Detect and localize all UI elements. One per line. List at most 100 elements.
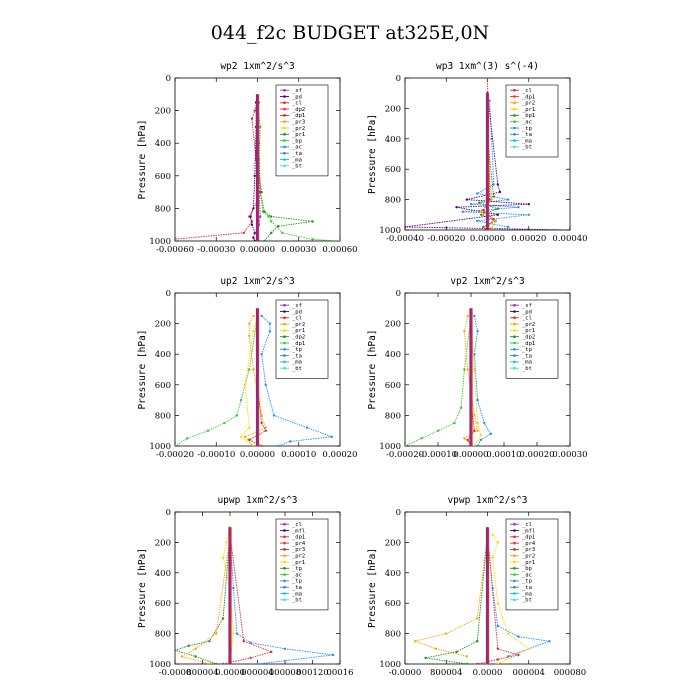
series-point xyxy=(263,210,266,213)
series-point xyxy=(180,655,184,658)
x-tick-label: 0.00040 xyxy=(552,234,587,244)
y-tick-label: 1000 xyxy=(379,442,401,452)
series-point xyxy=(264,429,267,432)
series-point xyxy=(256,662,259,664)
legend-entry: _bp xyxy=(292,138,302,144)
y-tick-label: 400 xyxy=(155,350,171,360)
legend-marker xyxy=(513,598,516,602)
series-point xyxy=(242,231,245,235)
legend-marker xyxy=(283,348,286,351)
legend: _cl_mfl_dp1_pr4_pr3_pr2_pr1_bp_ac_tp_ta_… xyxy=(505,518,559,611)
series-point xyxy=(194,647,197,650)
legend-marker xyxy=(283,341,286,345)
series-point xyxy=(496,662,500,664)
panel-6: vpwp 1xm^2/s^3 Pressure [hPa] 0 200 400 600 80… xyxy=(367,495,586,678)
panel-5: upwp 1xm^2/s^3 Pressure [hPa] 0 200 400 600 80… xyxy=(137,495,354,678)
legend-entry: _sf xyxy=(522,303,532,309)
series-point xyxy=(249,656,252,660)
legend-marker xyxy=(513,535,516,539)
series-point xyxy=(405,444,407,446)
series-point xyxy=(260,314,263,318)
legend-entry: _ma xyxy=(522,360,532,366)
series-point xyxy=(480,213,483,216)
y-tick-label: 800 xyxy=(155,411,171,421)
legend-entry: _pr2 xyxy=(292,126,305,132)
series-point xyxy=(215,632,218,635)
series-point xyxy=(223,421,226,425)
legend-marker xyxy=(513,354,516,357)
series-point xyxy=(414,640,417,643)
legend-entry: _bt xyxy=(522,145,532,151)
panel-title: up2 1xm^2/s^3 xyxy=(220,276,294,287)
legend-marker xyxy=(513,529,516,532)
y-tick-label: 800 xyxy=(385,630,401,640)
series-point xyxy=(186,437,189,440)
series-point xyxy=(482,225,485,229)
legend-entry: _pd xyxy=(292,309,302,315)
series-point xyxy=(476,398,479,402)
x-tick-label: 000004 xyxy=(513,668,545,678)
series-point xyxy=(248,334,251,338)
legend-entry: _dp1 xyxy=(292,535,305,541)
series-point xyxy=(473,414,476,417)
x-tick-label: 00016 xyxy=(326,668,353,678)
series-point xyxy=(491,556,494,559)
series-point xyxy=(221,556,225,559)
x-tick-label: -0.00040 xyxy=(386,234,424,244)
legend-entry: _dp2 xyxy=(292,107,305,113)
y-tick-label: 0 xyxy=(396,74,401,84)
x-tick-label: 000080 xyxy=(554,668,586,678)
y-axis-label: Pressure [hPa] xyxy=(367,329,378,409)
legend-entry: _pr3 xyxy=(292,547,305,553)
legend-entry: _bt xyxy=(522,366,532,372)
legend-marker xyxy=(283,303,286,307)
x-tick-label: 0.00000 xyxy=(470,234,505,244)
series-point xyxy=(494,219,497,223)
legend-marker xyxy=(283,592,286,595)
series-point xyxy=(517,635,520,638)
series-point xyxy=(455,650,458,654)
series-point xyxy=(331,653,335,657)
series-point xyxy=(260,353,263,356)
legend-marker xyxy=(283,585,286,589)
series-point xyxy=(289,440,292,443)
x-tick-label: 0.00020 xyxy=(511,234,546,244)
panel-1: wp2 1xm^2/s^3 Pressure [hPa] 0 200 400 600 800… xyxy=(137,61,358,255)
series-point xyxy=(527,647,530,650)
series-point xyxy=(496,647,500,650)
series-group xyxy=(405,78,570,230)
series-point xyxy=(465,198,469,201)
series-point xyxy=(268,330,272,333)
y-tick-label: 600 xyxy=(155,381,171,391)
series-point xyxy=(465,655,469,658)
series-point xyxy=(330,435,333,439)
series-point xyxy=(486,78,489,80)
series-point xyxy=(492,195,495,198)
series-point xyxy=(263,239,266,241)
legend-marker xyxy=(513,329,516,332)
series-point xyxy=(466,314,469,318)
series-point xyxy=(175,239,177,241)
legend-marker xyxy=(513,592,516,595)
legend-marker xyxy=(283,335,286,339)
panel-2: wp3 1xm^(3) s^(-4) Pressure [hPa] 0 200 400 6… xyxy=(367,61,588,244)
series-point xyxy=(475,192,479,195)
series-point xyxy=(506,198,510,201)
series-point xyxy=(453,421,456,425)
legend-entry: _ma xyxy=(522,591,532,597)
series-point xyxy=(276,225,280,228)
x-tick-label: 000004 xyxy=(241,668,273,678)
legend-entry: _tp xyxy=(522,126,532,132)
series-line xyxy=(473,315,492,446)
legend-entry: _dp1 xyxy=(522,535,535,541)
series-point xyxy=(490,198,493,201)
figure-title: 044_f2c BUDGET at325E,0N xyxy=(210,22,490,44)
panel-4: vp2 1xm^2/s^3 Pressure [hPa] 0 200 400 600 800… xyxy=(367,276,588,460)
legend-entry: _ta xyxy=(522,353,532,359)
y-tick-label: 1000 xyxy=(379,226,401,236)
series-group xyxy=(175,308,333,446)
legend-entry: _bp xyxy=(522,566,532,572)
series-point xyxy=(252,368,255,371)
series-line xyxy=(222,527,234,664)
series-point xyxy=(267,215,270,218)
